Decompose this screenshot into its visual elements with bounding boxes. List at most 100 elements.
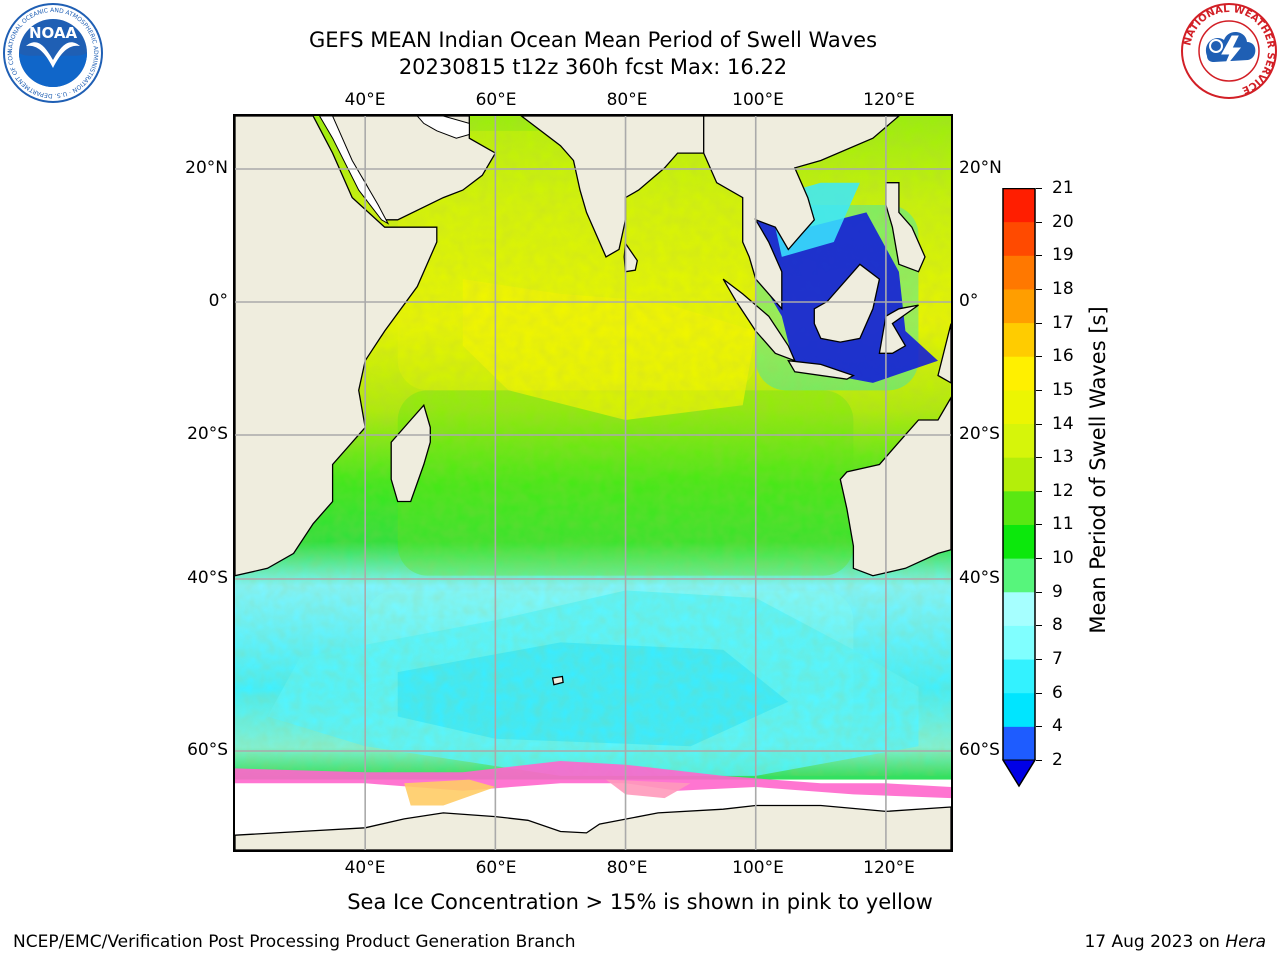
y-tick-left-40s: 40°S [187, 568, 228, 588]
colorbar-bin [1003, 625, 1035, 660]
colorbar-bin [1003, 188, 1035, 223]
colorbar-tick-label: 20 [1052, 211, 1074, 232]
sea-ice-patch [404, 779, 496, 806]
y-tick-right-20n: 20°N [959, 158, 1002, 178]
footer-credit: NCEP/EMC/Verification Post Processing Pr… [13, 932, 576, 952]
x-tick-top-120e: 120°E [863, 90, 915, 110]
y-tick-right-40s: 40°S [959, 568, 1000, 588]
y-tick-left-20s: 20°S [187, 424, 228, 444]
colorbar-tick-mark [1036, 726, 1042, 728]
x-tick-top-60e: 60°E [475, 90, 517, 110]
colorbar-tick-label: 7 [1052, 649, 1063, 670]
map-panel [233, 114, 953, 852]
colorbar-tick-label: 8 [1052, 615, 1063, 636]
sea-ice-caption: Sea Ice Concentration > 15% is shown in … [347, 890, 933, 914]
colorbar-bin [1003, 322, 1035, 357]
x-tick-bottom-120e: 120°E [863, 858, 915, 878]
colorbar-tick-label: 15 [1052, 379, 1074, 400]
chart-subtitle: 20230815 t12z 360h fcst Max: 16.22 [398, 55, 788, 79]
footer-date-text: 17 Aug 2023 on [1084, 932, 1226, 952]
colorbar-tick-label: 10 [1052, 548, 1074, 569]
colorbar-tick-label: 6 [1052, 682, 1063, 703]
colorbar-tick-mark [1036, 591, 1042, 593]
colorbar-tick-label: 13 [1052, 447, 1074, 468]
y-tick-left-0: 0° [208, 291, 228, 311]
y-tick-right-0: 0° [959, 291, 979, 311]
x-tick-bottom-100e: 100°E [732, 858, 784, 878]
x-tick-top-80e: 80°E [606, 90, 648, 110]
footer-machine: Hera [1225, 932, 1266, 952]
colorbar-tick-label: 16 [1052, 346, 1074, 367]
colorbar-under-triangle [1002, 759, 1036, 787]
colorbar-bin [1003, 423, 1035, 458]
colorbar-tick-mark [1036, 221, 1042, 223]
colorbar-tick-label: 11 [1052, 514, 1074, 535]
colorbar-tick-label: 19 [1052, 245, 1074, 266]
x-tick-top-40e: 40°E [344, 90, 386, 110]
antarctica-landmass [235, 804, 951, 850]
colorbar-tick-mark [1036, 389, 1042, 391]
colorbar-tick-mark [1036, 760, 1042, 761]
colorbar-bin [1003, 659, 1035, 694]
noaa-logo-text: NOAA [29, 24, 78, 42]
nws-logo: NATIONAL WEATHER SERVICE [1180, 2, 1278, 100]
x-tick-bottom-40e: 40°E [344, 858, 386, 878]
colorbar-tick-mark [1036, 255, 1042, 257]
y-tick-left-20n: 20°N [185, 158, 228, 178]
colorbar-bin [1003, 692, 1035, 727]
colorbar-bin [1003, 558, 1035, 593]
persian-gulf [416, 116, 470, 139]
map-canvas [235, 116, 951, 850]
new-guinea-landmass [937, 323, 951, 384]
colorbar-tick-label: 14 [1052, 413, 1074, 434]
colorbar-tick-mark [1036, 558, 1042, 560]
colorbar-tick-mark [1036, 524, 1042, 526]
sri-lanka-landmass [623, 241, 638, 273]
java-landmass [787, 359, 855, 380]
chart-title: GEFS MEAN Indian Ocean Mean Period of Sw… [308, 28, 878, 52]
colorbar-bin [1003, 288, 1035, 324]
colorbar-bin [1003, 457, 1035, 492]
y-tick-right-20s: 20°S [959, 424, 1000, 444]
colorbar-outline [1002, 187, 1036, 788]
colorbar-bin [1003, 389, 1035, 425]
x-tick-top-100e: 100°E [732, 90, 784, 110]
colorbar-tick-label: 12 [1052, 480, 1074, 501]
colorbar-tick-mark [1036, 322, 1042, 324]
y-tick-right-60s: 60°S [959, 740, 1000, 760]
x-tick-bottom-80e: 80°E [606, 858, 648, 878]
colorbar-tick-mark [1036, 423, 1042, 425]
colorbar-tick-mark [1036, 356, 1042, 358]
sulawesi-landmass [878, 304, 919, 354]
colorbar-bin [1003, 591, 1035, 626]
footer-date: 17 Aug 2023 on Hera [1084, 932, 1266, 952]
philippines-landmass [885, 182, 926, 273]
colorbar-tick-mark [1036, 625, 1042, 627]
colorbar-tick-mark [1036, 457, 1042, 459]
colorbar-bin [1003, 356, 1035, 391]
colorbar-tick-mark [1036, 188, 1042, 189]
colorbar-label: Mean Period of Swell Waves [s] [1086, 306, 1110, 634]
colorbar-bin [1003, 221, 1035, 256]
colorbar-tick-mark [1036, 692, 1042, 694]
colorbar-tick-label: 21 [1052, 178, 1074, 198]
colorbar-tick-label: 17 [1052, 312, 1074, 333]
colorbar-tick-label: 18 [1052, 278, 1074, 299]
colorbar-tick-mark [1036, 490, 1042, 492]
colorbar-tick-label: 4 [1052, 716, 1063, 737]
colorbar-tick-mark [1036, 659, 1042, 661]
kerguelen-island [551, 675, 564, 686]
colorbar-tick-label: 2 [1052, 750, 1063, 770]
colorbar [1002, 187, 1036, 788]
y-tick-left-60s: 60°S [187, 740, 228, 760]
colorbar-bin [1003, 490, 1035, 525]
sea-ice-patch [606, 779, 691, 799]
colorbar-bin [1003, 726, 1035, 761]
india-landmass [520, 116, 705, 258]
colorbar-bin [1003, 255, 1035, 290]
x-tick-bottom-60e: 60°E [475, 858, 517, 878]
colorbar-bin [1003, 524, 1035, 559]
southeast-asia-landmass [703, 116, 900, 311]
sea-ice-edge [235, 761, 951, 799]
borneo-landmass [813, 263, 881, 343]
